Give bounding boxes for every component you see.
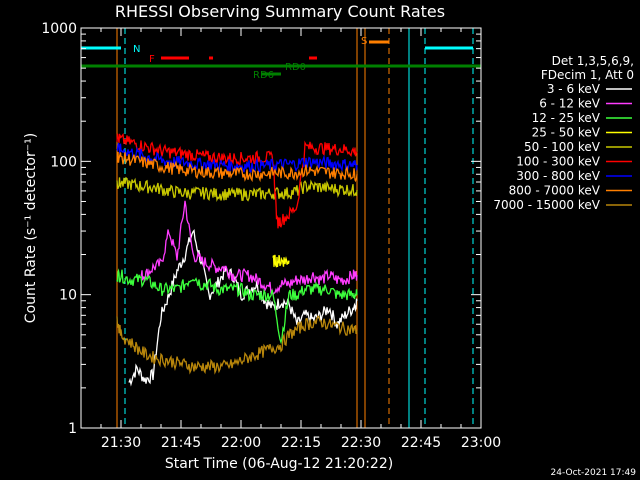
x-axis-label: Start Time (06-Aug-12 21:20:22) (165, 456, 393, 472)
legend-label: 6 - 12 keV (539, 97, 601, 111)
y-tick-label: 1 (68, 421, 77, 437)
x-tick-label: 22:30 (341, 435, 381, 451)
x-tick-label: 22:45 (401, 435, 441, 451)
legend-header-line: FDecim 1, Att 0 (541, 68, 634, 82)
series-line-2 (116, 268, 358, 345)
y-tick-label: 100 (50, 154, 77, 170)
series-line-7 (116, 151, 358, 183)
legend: Det 1,3,5,6,9,FDecim 1, Att 03 - 6 keV6 … (493, 54, 634, 212)
legend-header-line: Det 1,3,5,6,9, (552, 54, 634, 68)
rd0-label: RD0 (285, 62, 306, 73)
flare-f-label: F (149, 54, 155, 65)
chart-title: RHESSI Observing Summary Count Rates (115, 2, 445, 21)
legend-label: 12 - 25 keV (532, 111, 601, 125)
legend-label: 7000 - 15000 keV (493, 198, 600, 212)
y-tick-label: 1000 (41, 21, 77, 37)
legend-label: 800 - 7000 keV (509, 184, 601, 198)
x-axis: 21:30 21:45 22:00 22:15 22:30 22:45 23:00 (80, 28, 501, 451)
legend-label: 50 - 100 keV (524, 140, 601, 154)
x-tick-label: 23:00 (461, 435, 501, 451)
legend-label: 100 - 300 keV (516, 155, 600, 169)
footer-date: 24-Oct-2021 17:49 (551, 468, 637, 478)
annotation-layer: N S F RD0 RD6 (80, 28, 481, 428)
series-line-5 (116, 132, 358, 229)
y-axis-label: Count Rate (s⁻¹ detector⁻¹) (23, 133, 39, 323)
y-axis: 1 10 100 1000 (41, 21, 481, 437)
x-tick-label: 21:30 (101, 435, 141, 451)
x-tick-label: 22:00 (221, 435, 261, 451)
y-tick-label: 10 (59, 288, 77, 304)
series-line-8 (116, 315, 358, 375)
x-tick-label: 21:45 (161, 435, 201, 451)
legend-label: 3 - 6 keV (547, 82, 601, 96)
series-line-4 (116, 176, 358, 203)
plot-frame (80, 27, 482, 429)
legend-label: 300 - 800 keV (516, 169, 600, 183)
series-line-1 (140, 200, 358, 297)
series-line-3 (272, 254, 290, 268)
x-tick-label: 22:15 (281, 435, 321, 451)
series-layer (116, 132, 358, 387)
legend-label: 25 - 50 keV (532, 126, 601, 140)
night-n-label: N (133, 44, 140, 55)
rd6-label: RD6 (253, 70, 274, 81)
saa-s-label: S (361, 36, 367, 47)
